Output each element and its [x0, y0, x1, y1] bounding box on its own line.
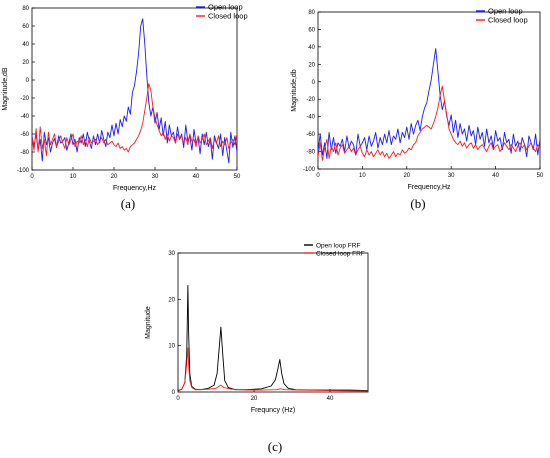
y-tick-label: 80 [308, 10, 315, 16]
y-tick-label: -60 [20, 132, 29, 138]
y-axis-title: Magnitude,dB [2, 67, 9, 111]
y-tick-label: -80 [20, 150, 29, 156]
y-tick-label: -100 [17, 168, 30, 174]
panel-label: (c) [268, 439, 282, 454]
series-line-closed-loop [318, 85, 540, 161]
y-tick-label: -40 [20, 114, 29, 120]
y-tick-label: 30 [168, 251, 175, 257]
legend-label: Closed loop [488, 16, 528, 25]
series-line-open-loop-frf [178, 284, 368, 392]
y-tick-label: 20 [168, 297, 175, 303]
y-tick-label: 60 [22, 24, 29, 30]
chart-a: 0 10 20 30 40 50 -100 -80 -60 -40 -20 0 20 40 60 80 Freq… [2, 3, 248, 212]
x-tick-label: 20 [111, 174, 118, 180]
series-line-open-loop [32, 18, 237, 164]
x-tick-label: 40 [327, 396, 334, 402]
panel-label: (b) [410, 196, 425, 211]
x-tick-label: 20 [251, 396, 258, 402]
x-tick-label: 40 [492, 173, 499, 179]
y-tick-label: -80 [306, 150, 315, 156]
y-tick-label: 0 [26, 78, 30, 84]
y-tick-label: 20 [308, 62, 315, 68]
x-tick-label: 50 [537, 173, 544, 179]
x-tick-label: 50 [234, 174, 241, 180]
plot-frame [177, 252, 369, 393]
y-tick-label: -40 [306, 115, 315, 121]
y-tick-label: -100 [303, 167, 316, 173]
x-tick-label: 30 [448, 173, 455, 179]
x-axis-title: Frequency,Hz [113, 185, 157, 192]
legend-label: Open loop [488, 7, 523, 16]
x-tick-label: 10 [359, 173, 366, 179]
series-line-closed-loop [32, 83, 237, 157]
y-tick-label: 10 [168, 344, 175, 350]
x-tick-label: 10 [70, 174, 77, 180]
x-tick-label: 20 [403, 173, 410, 179]
y-tick-label: 0 [172, 390, 176, 396]
x-tick-label: 0 [176, 396, 180, 402]
panel-label: (a) [121, 196, 135, 211]
chart-c: 0 20 40 0 10 20 30 Frequncy (Hz) Magnitude Open l… [145, 243, 369, 454]
x-tick-label: 30 [152, 174, 159, 180]
y-tick-label: -60 [306, 132, 315, 138]
x-axis-title: Frequency,Hz [407, 184, 451, 191]
legend-label: Closed loop [208, 12, 248, 21]
y-tick-label: 80 [22, 6, 29, 12]
plot-frame [31, 7, 238, 171]
y-tick-label: 40 [308, 45, 315, 51]
plot-frame [317, 11, 541, 170]
x-tick-label: 0 [316, 173, 320, 179]
y-axis-title: Magnitude [145, 306, 152, 339]
series-line-closed-loop-frf [178, 347, 368, 392]
y-tick-label: 0 [312, 80, 316, 86]
y-axis-title: Magnitude,db [291, 69, 298, 112]
x-tick-label: 40 [193, 174, 200, 180]
y-tick-label: -20 [306, 97, 315, 103]
x-tick-label: 0 [30, 174, 34, 180]
legend-label: Open loop FRF [316, 243, 360, 250]
legend-label: Closed loop FRF [316, 251, 365, 258]
y-tick-label: 60 [308, 27, 315, 33]
x-axis-title: Frequncy (Hz) [251, 407, 295, 414]
y-tick-label: 20 [22, 60, 29, 66]
y-tick-label: 40 [22, 42, 29, 48]
y-tick-label: -20 [20, 96, 29, 102]
chart-b: 0 10 20 30 40 50 -100 -80 -60 -40 -20 0 20 40 60 80 Freq… [291, 7, 544, 212]
legend-label: Open loop [208, 3, 243, 12]
series-line-open-loop [318, 48, 540, 159]
